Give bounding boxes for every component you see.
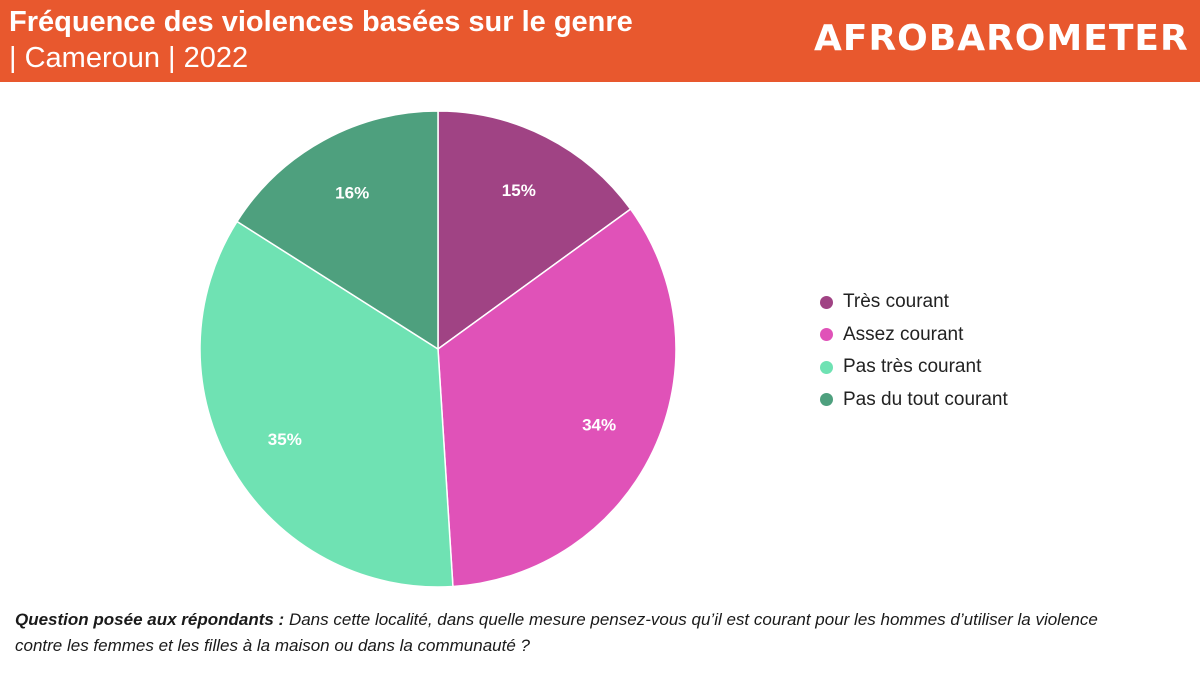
pie-label-assez-courant: 34% xyxy=(582,415,616,434)
legend-item-pas-du-tout-courant: Pas du tout courant xyxy=(820,384,1190,417)
header-banner: Fréquence des violences basées sur le ge… xyxy=(0,0,1200,82)
legend-label: Pas du tout courant xyxy=(843,388,1008,410)
pie-chart: 15% 34% 35% 16% xyxy=(199,110,677,588)
legend-dot-icon xyxy=(820,328,833,342)
legend-dot-icon xyxy=(820,295,833,309)
pie-label-pas-tres-courant: 35% xyxy=(268,430,302,449)
legend-label: Pas très courant xyxy=(843,356,982,378)
pie-slice-tres-courant xyxy=(437,110,632,351)
legend: Très courant Assez courant Pas très couran… xyxy=(820,286,1190,416)
legend-item-pas-tres-courant: Pas très courant xyxy=(820,351,1190,384)
pie-slice-assez-courant xyxy=(437,208,677,588)
legend-dot-icon xyxy=(820,393,833,407)
afrobarometer-logo: AFROBAROMETER xyxy=(814,18,1189,59)
pie-slice-pas-tres-courant xyxy=(199,220,454,588)
legend-dot-icon xyxy=(820,360,833,374)
legend-label: Très courant xyxy=(843,291,949,313)
legend-label: Assez courant xyxy=(843,323,964,345)
title-line-2: | Cameroun | 2022 xyxy=(9,42,249,74)
pie-label-pas-du-tout-courant: 16% xyxy=(335,184,369,203)
title-line-1: Fréquence des violences basées sur le ge… xyxy=(9,6,633,38)
legend-item-tres-courant: Très courant xyxy=(820,286,1190,319)
legend-item-assez-courant: Assez courant xyxy=(820,319,1190,352)
question-text: Dans cette localité, dans quelle mesure … xyxy=(15,610,1098,655)
question-label: Question posée aux répondants : xyxy=(15,610,285,629)
pie-label-tres-courant: 15% xyxy=(502,181,536,200)
chart-title: Fréquence des violences basées sur le ge… xyxy=(9,4,809,76)
pie-slice-pas-du-tout-courant xyxy=(236,110,439,351)
footnote: Question posée aux répondants : Dans cet… xyxy=(15,607,1115,659)
